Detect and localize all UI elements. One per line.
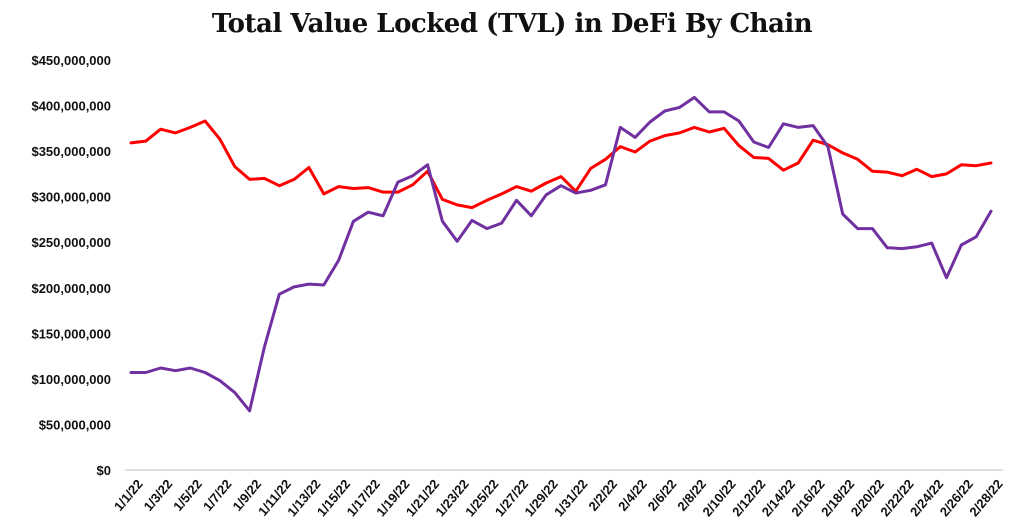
series-line-2 bbox=[129, 95, 993, 413]
x-axis: 1/1/221/3/221/5/221/7/221/9/221/11/221/1… bbox=[111, 476, 1006, 519]
y-tick-label: $450,000,000 bbox=[31, 53, 111, 68]
y-tick-label: $350,000,000 bbox=[31, 144, 111, 159]
x-tick-label: 2/2/22 bbox=[585, 476, 620, 513]
y-tick-label: $0 bbox=[97, 463, 111, 478]
chart-title: Total Value Locked (TVL) in DeFi By Chai… bbox=[212, 9, 813, 39]
y-tick-label: $50,000,000 bbox=[39, 417, 111, 432]
series-line-1 bbox=[129, 119, 993, 210]
x-tick-label: 1/3/22 bbox=[141, 476, 176, 513]
y-tick-label: $300,000,000 bbox=[31, 190, 111, 205]
x-tick-label: 1/5/22 bbox=[170, 476, 205, 513]
x-tick-label: 1/1/22 bbox=[111, 476, 146, 513]
x-tick-label: 1/7/22 bbox=[200, 476, 235, 513]
series-group bbox=[129, 95, 993, 413]
y-axis: $0 $50,000,000 $100,000,000 $150,000,000 $20… bbox=[31, 53, 111, 478]
y-tick-label: $100,000,000 bbox=[31, 372, 111, 387]
x-tick-label: 2/4/22 bbox=[615, 476, 650, 513]
y-tick-label: $150,000,000 bbox=[31, 326, 111, 341]
y-tick-label: $400,000,000 bbox=[31, 99, 111, 114]
y-tick-label: $200,000,000 bbox=[31, 281, 111, 296]
x-tick-label: 2/6/22 bbox=[645, 476, 680, 513]
y-tick-label: $250,000,000 bbox=[31, 235, 111, 250]
